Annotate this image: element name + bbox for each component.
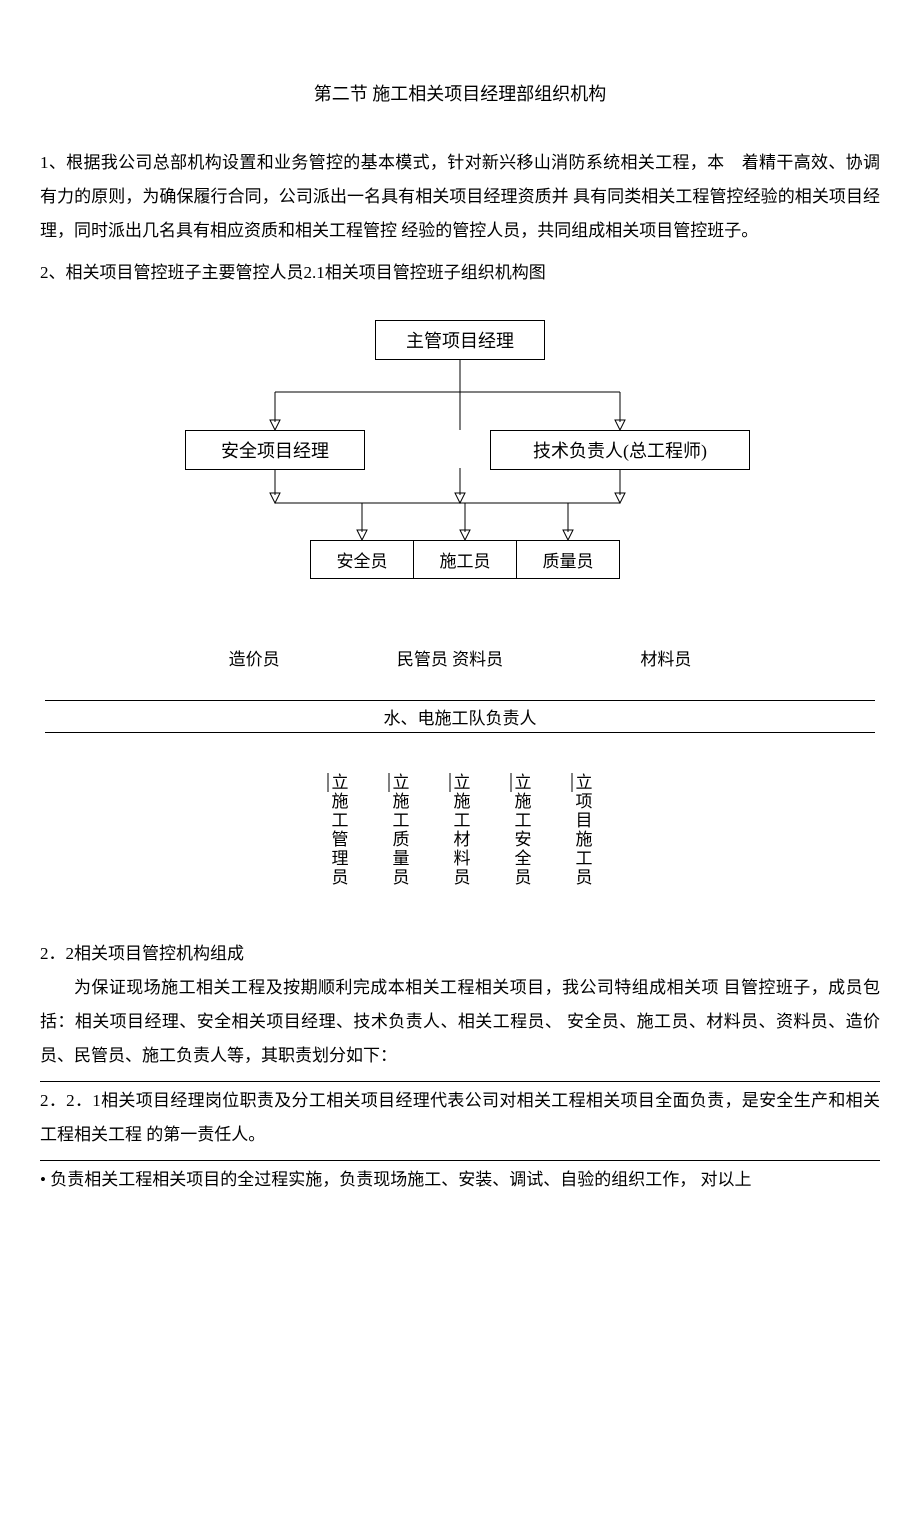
role-1: 造价员 xyxy=(229,645,280,670)
vlabel-3: 立施工材料员 xyxy=(448,773,473,887)
paragraph-2: 2、相关项目管控班子主要管控人员2.1相关项目管控班子组织机构图 xyxy=(40,256,880,290)
paragraph-4: 2．2．1相关项目经理岗位职责及分工相关项目经理代表公司对相关工程相关项目全面负… xyxy=(40,1084,880,1152)
org-bottom-1: 安全员 xyxy=(311,541,413,578)
org-box-left: 安全项目经理 xyxy=(185,430,365,470)
org-bottom-3: 质量员 xyxy=(517,541,619,578)
roles-row: 造价员 民管员 资料员 材料员 xyxy=(160,645,760,670)
role-2: 民管员 资料员 xyxy=(397,645,503,670)
bullet-1: 负责相关工程相关项目的全过程实施，负责现场施工、安装、调试、自验的组织工作， 对… xyxy=(40,1163,880,1197)
subsection-title: 2．2相关项目管控机构组成 xyxy=(40,937,880,971)
leader-box: 水、电施工队负责人 xyxy=(45,700,875,733)
paragraph-1: 1、根据我公司总部机构设置和业务管控的基本模式，针对新兴移山消防系统相关工程，本… xyxy=(40,146,880,248)
divider-1 xyxy=(40,1081,880,1082)
vlabel-1: 立施工管理员 xyxy=(326,773,351,887)
org-bottom-2: 施工员 xyxy=(413,541,517,578)
divider-2 xyxy=(40,1160,880,1161)
org-box-bottom: 安全员 施工员 质量员 xyxy=(310,540,620,579)
org-box-right: 技术负责人(总工程师) xyxy=(490,430,750,470)
vertical-labels: 立施工管理员 立施工质量员 立施工材料员 立施工安全员 立项目施工员 xyxy=(40,773,880,887)
vlabel-2: 立施工质量员 xyxy=(387,773,412,887)
org-box-top: 主管项目经理 xyxy=(375,320,545,360)
org-chart: 主管项目经理 安全项目经理 技术负责人(总工程师) 安全员 施工员 质量员 xyxy=(110,320,810,620)
role-3: 材料员 xyxy=(640,645,691,670)
paragraph-3: 为保证现场施工相关工程及按期顺利完成本相关工程相关项目，我公司特组成相关项 目管… xyxy=(40,971,880,1073)
vlabel-4: 立施工安全员 xyxy=(509,773,534,887)
vlabel-5: 立项目施工员 xyxy=(570,773,595,887)
section-title: 第二节 施工相关项目经理部组织机构 xyxy=(40,80,880,106)
